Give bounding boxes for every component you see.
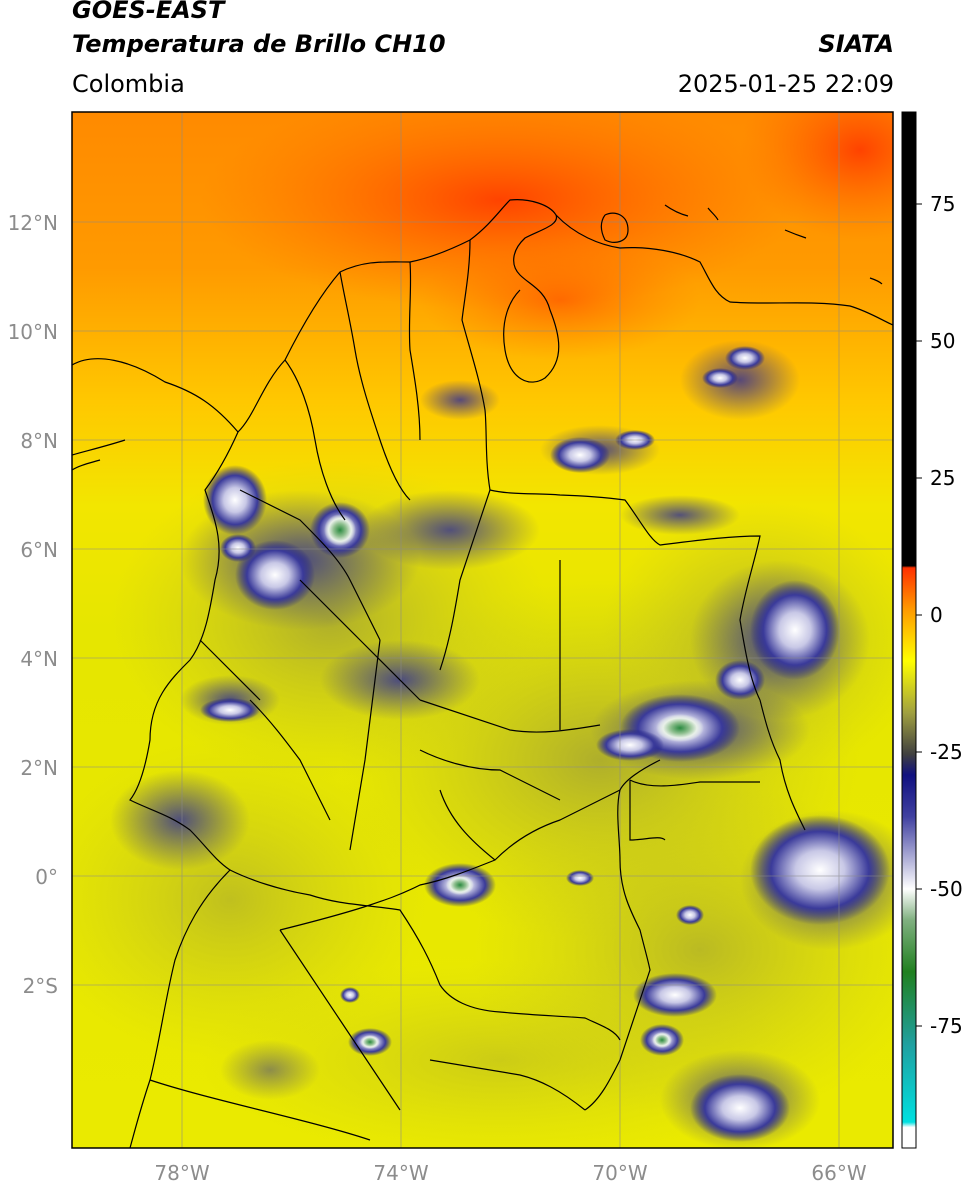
colorbar-label-25: 25 [930,466,955,490]
brightness-temperature-field [72,112,893,1148]
boundaries [72,199,893,1148]
colorbar-label-50: 50 [930,329,955,353]
lat-label-0: 0° [35,865,58,889]
product-title: Temperatura de Brillo CH10 [72,30,446,58]
colorbar: 75 50 25 0 -25 -50 -75 [901,111,963,1149]
colorbar-label-minus25: -25 [930,740,963,764]
colorbar-label-minus50: -50 [930,877,963,901]
colorbar-label-75: 75 [930,192,955,216]
graticule [72,112,893,1148]
longitude-labels: 78°W 74°W 70°W 66°W [154,1161,866,1185]
lon-label-74W: 74°W [373,1161,428,1185]
satellite-title: GOES-EAST [72,0,225,24]
datetime-label: 2025-01-25 22:09 [677,70,894,98]
lat-label-10N: 10°N [8,320,58,344]
lat-label-12N: 12°N [8,211,58,235]
lat-label-4N: 4°N [20,647,58,671]
latitude-labels: 12°N 10°N 8°N 6°N 4°N 2°N 0° 2°S [8,211,58,998]
lat-label-8N: 8°N [20,429,58,453]
lon-label-70W: 70°W [592,1161,647,1185]
colorbar-scale [901,111,917,1149]
region-label: Colombia [72,70,185,98]
lat-label-2N: 2°N [20,756,58,780]
lat-label-6N: 6°N [20,538,58,562]
agency-label: SIATA [818,30,894,58]
colorbar-label-minus75: -75 [930,1014,963,1038]
map-frame [71,111,894,1149]
lon-label-66W: 66°W [811,1161,866,1185]
lon-label-78W: 78°W [154,1161,209,1185]
colorbar-label-0: 0 [930,603,943,627]
lat-label-2S: 2°S [23,974,58,998]
